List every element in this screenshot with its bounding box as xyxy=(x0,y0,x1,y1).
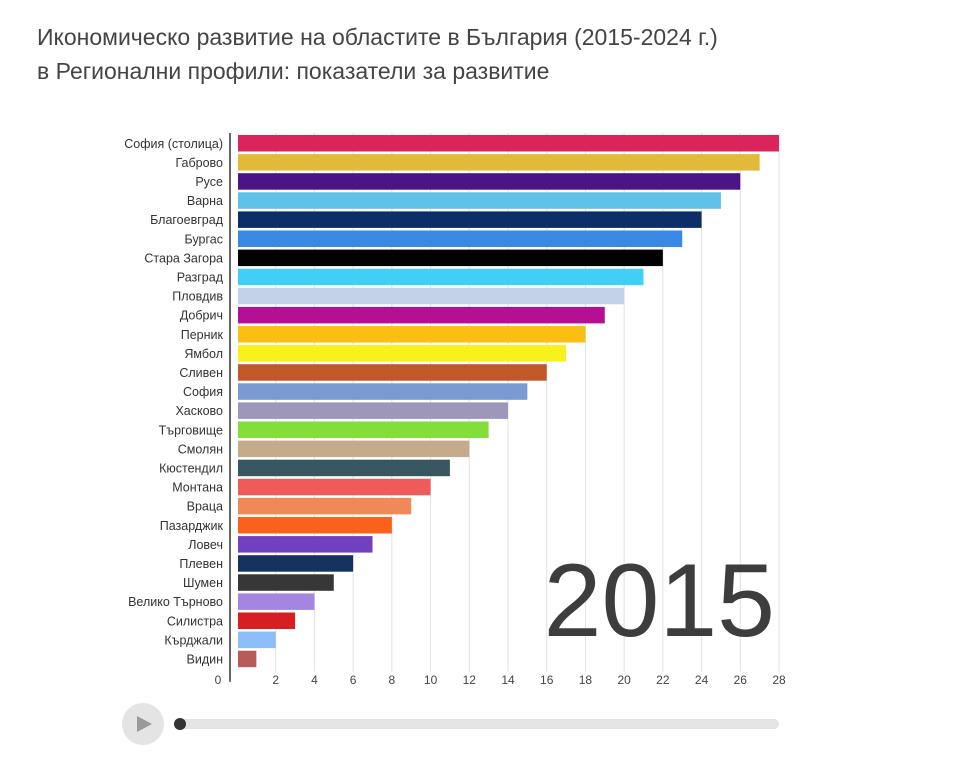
bar[interactable] xyxy=(238,135,779,152)
category-label: Враца xyxy=(187,500,223,514)
category-label: Пазарджик xyxy=(160,519,224,533)
category-label: Видин xyxy=(187,652,224,666)
x-tick-label: 14 xyxy=(501,673,515,687)
bar[interactable] xyxy=(238,345,567,362)
play-icon xyxy=(137,716,152,732)
category-label: Кюстендил xyxy=(159,461,223,475)
category-label: София (столица) xyxy=(124,137,223,151)
bar[interactable] xyxy=(238,650,257,668)
timeline-handle[interactable] xyxy=(174,718,186,730)
category-label: Варна xyxy=(187,194,223,208)
bar[interactable] xyxy=(238,497,412,515)
x-tick-label: 12 xyxy=(463,673,477,687)
bar[interactable] xyxy=(238,192,721,209)
x-tick-label: 10 xyxy=(424,673,438,687)
bar[interactable] xyxy=(238,268,644,286)
bar[interactable] xyxy=(238,612,296,630)
bar[interactable] xyxy=(238,173,741,190)
category-label: Стара Загора xyxy=(144,251,223,265)
x-tick-label: 22 xyxy=(656,673,670,687)
x-tick-label: 0 xyxy=(215,673,222,687)
x-tick-label: 26 xyxy=(734,673,748,687)
year-label: 2015 xyxy=(544,543,775,659)
x-tick-label: 16 xyxy=(540,673,554,687)
bar[interactable] xyxy=(238,306,605,324)
category-label: София xyxy=(183,385,223,399)
bar[interactable] xyxy=(238,555,354,572)
category-label: Плевен xyxy=(179,557,223,571)
title-line-1: Икономическо развитие на областите в Бъл… xyxy=(37,24,718,50)
x-tick-label: 24 xyxy=(695,673,709,687)
timeline-track[interactable] xyxy=(176,719,779,729)
bar-chart: 2015 София (столица) Габрово Русе Варна Благо… xyxy=(0,131,786,687)
bar[interactable] xyxy=(238,517,392,534)
chart-title: Икономическо развитие на областите в Бъл… xyxy=(37,20,718,88)
bar[interactable] xyxy=(238,402,508,419)
category-label: Велико Търново xyxy=(128,595,223,609)
x-tick-label: 2 xyxy=(272,673,279,687)
bar[interactable] xyxy=(238,326,586,343)
category-label: Русе xyxy=(195,175,223,189)
bar[interactable] xyxy=(238,593,315,610)
category-label: Хасково xyxy=(175,404,223,418)
bar[interactable] xyxy=(238,230,683,248)
title-line-2: в Регионални профили: показатели за разв… xyxy=(37,58,550,84)
category-label: Габрово xyxy=(175,156,223,170)
x-tick-label: 28 xyxy=(772,673,786,687)
category-label: Силистра xyxy=(167,614,223,628)
bar[interactable] xyxy=(238,154,760,171)
x-tick-label: 4 xyxy=(311,673,318,687)
category-label: Разград xyxy=(177,270,224,284)
category-label: Шумен xyxy=(183,576,223,590)
category-label: Сливен xyxy=(179,366,223,380)
x-tick-label: 6 xyxy=(350,673,357,687)
bar[interactable] xyxy=(238,211,702,228)
bar[interactable] xyxy=(238,421,489,439)
timeline-player xyxy=(122,703,782,745)
category-label: Добрич xyxy=(180,309,223,323)
category-label: Пловдив xyxy=(172,290,223,304)
x-tick-label: 20 xyxy=(617,673,631,687)
category-label: Бургас xyxy=(185,232,223,246)
category-label: Ловеч xyxy=(188,538,223,552)
category-label: Перник xyxy=(181,328,224,342)
category-label: Ямбол xyxy=(184,347,223,361)
x-tick-label: 8 xyxy=(389,673,396,687)
category-label: Монтана xyxy=(172,481,223,495)
bar[interactable] xyxy=(238,478,431,496)
category-label: Търговище xyxy=(159,423,223,437)
bar[interactable] xyxy=(238,440,470,458)
bar[interactable] xyxy=(238,249,663,267)
bar[interactable] xyxy=(238,574,334,591)
bar[interactable] xyxy=(238,536,373,553)
bar[interactable] xyxy=(238,287,625,305)
category-label: Смолян xyxy=(178,442,223,456)
bar[interactable] xyxy=(238,459,450,477)
x-tick-label: 18 xyxy=(579,673,593,687)
play-button[interactable] xyxy=(122,703,164,745)
bar[interactable] xyxy=(238,364,547,381)
category-label: Кърджали xyxy=(164,633,223,647)
category-label: Благоевград xyxy=(150,213,224,227)
bar[interactable] xyxy=(238,383,528,400)
bar[interactable] xyxy=(238,631,276,649)
label-clip-mask xyxy=(0,131,122,672)
